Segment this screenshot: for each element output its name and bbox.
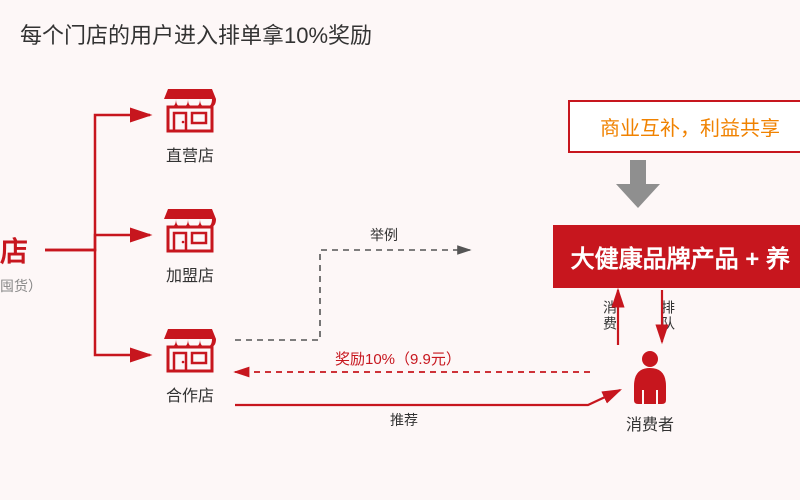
label-recommend: 推荐 [390,410,418,430]
store-direct: 直营店 [155,85,225,166]
left-label-big: 店 [0,230,42,270]
consumer: 消费者 [610,350,690,435]
label-reward: 奖励10%（9.9元） [335,348,461,369]
page-title: 每个门店的用户进入排单拿10%奖励 [20,18,372,50]
label-example: 举例 [370,225,398,245]
storefront-icon [155,325,225,380]
store-franchise-label: 加盟店 [155,262,225,286]
person-icon [628,350,672,404]
top-banner: 商业互补，利益共享 [568,100,800,153]
storefront-icon [155,85,225,140]
label-consume: 消费 [600,300,620,332]
store-franchise: 加盟店 [155,205,225,286]
store-partner: 合作店 [155,325,225,406]
label-queue: 排队 [658,300,678,332]
store-partner-label: 合作店 [155,382,225,406]
down-arrow-icon [616,160,660,213]
store-direct-label: 直营店 [155,142,225,166]
consumer-label: 消费者 [610,411,690,435]
left-label-small: 囤货） [0,276,42,296]
red-banner: 大健康品牌产品 + 养 [553,225,800,288]
left-partial-label: 店 囤货） [0,230,42,296]
storefront-icon [155,205,225,260]
